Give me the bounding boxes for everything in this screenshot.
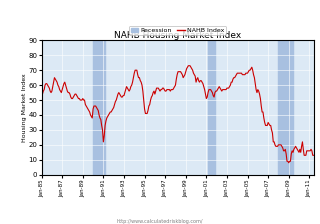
Bar <box>208 40 215 175</box>
Y-axis label: Housing Market Index: Housing Market Index <box>22 73 27 142</box>
Legend: Recession, NAHB Index: Recession, NAHB Index <box>129 26 226 35</box>
Title: NAHB Housing Market Index: NAHB Housing Market Index <box>114 30 241 40</box>
Text: http://www.calculatedriskblog.com/: http://www.calculatedriskblog.com/ <box>117 219 203 224</box>
Bar <box>277 40 293 175</box>
Bar <box>93 40 105 175</box>
